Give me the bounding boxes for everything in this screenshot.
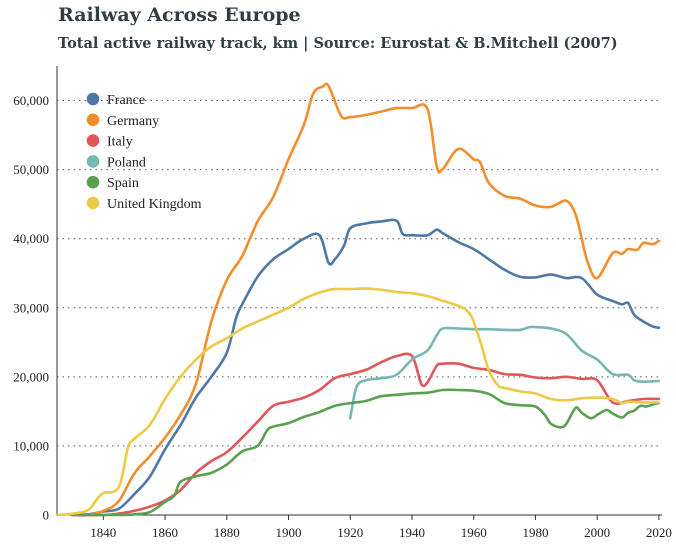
x-tick-label: 1960 xyxy=(461,525,487,540)
series-line-poland xyxy=(348,325,661,420)
legend-label-italy: Italy xyxy=(107,135,133,150)
series-lines xyxy=(55,82,661,517)
y-tick-label: 50,000 xyxy=(13,162,49,177)
legend-marker-poland xyxy=(86,155,100,168)
x-tick-label: 1880 xyxy=(214,525,240,540)
series-line-france xyxy=(71,218,661,517)
y-tick-label: 60,000 xyxy=(13,93,49,108)
legend-label-spain: Spain xyxy=(107,176,139,191)
series-line-united-kingdom xyxy=(55,287,661,517)
y-tick-label: 20,000 xyxy=(13,369,49,384)
chart-subtitle: Total active railway track, km | Source:… xyxy=(58,35,618,52)
series-line-italy xyxy=(71,352,661,517)
x-tick-label: 1940 xyxy=(399,525,425,540)
legend-marker-united-kingdom xyxy=(86,196,100,210)
x-tick-label: 2020 xyxy=(646,525,672,540)
x-tick-label: 2000 xyxy=(584,525,610,540)
legend-marker-italy xyxy=(86,134,100,147)
y-tick-label: 10,000 xyxy=(13,438,49,453)
y-tick-label: 40,000 xyxy=(13,231,49,246)
grid-lines xyxy=(57,100,662,447)
series-line-spain xyxy=(71,388,661,517)
legend-label-france: France xyxy=(107,93,145,108)
legend-marker-france xyxy=(86,92,100,106)
series-line-germany xyxy=(71,82,661,517)
legend-label-germany: Germany xyxy=(107,114,159,129)
chart-title: Railway Across Europe xyxy=(58,4,301,26)
legend-marker-germany xyxy=(86,113,100,127)
x-tick-label: 1860 xyxy=(152,525,178,540)
x-tick-label: 1900 xyxy=(276,525,302,540)
legend-marker-spain xyxy=(86,175,100,189)
legend-label-united-kingdom: United Kingdom xyxy=(107,197,202,212)
legend-label-poland: Poland xyxy=(107,155,146,170)
y-tick-label: 30,000 xyxy=(13,300,49,315)
x-tick-label: 1840 xyxy=(90,525,116,540)
axes: 0 10,000 20,000 30,000 40,000 50,000 60,000 184… xyxy=(13,66,672,540)
x-tick-label: 1980 xyxy=(522,525,548,540)
x-tick-label: 1920 xyxy=(337,525,363,540)
y-tick-label: 0 xyxy=(43,508,50,523)
legend: France Germany Italy Poland Spain United King… xyxy=(86,92,202,212)
